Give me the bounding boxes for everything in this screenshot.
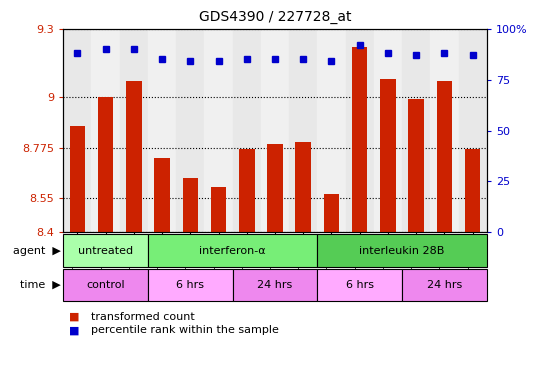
Bar <box>345 29 374 232</box>
Bar <box>289 29 317 232</box>
Bar <box>91 29 120 232</box>
Text: ■: ■ <box>69 312 79 322</box>
Bar <box>126 81 141 232</box>
Bar <box>317 234 487 267</box>
Bar <box>465 149 480 232</box>
Bar <box>402 29 430 232</box>
Bar <box>148 269 233 301</box>
Text: percentile rank within the sample: percentile rank within the sample <box>91 325 279 335</box>
Bar <box>63 234 148 267</box>
Bar <box>148 29 176 232</box>
Text: control: control <box>86 280 125 290</box>
Bar <box>380 79 395 232</box>
Bar <box>63 269 148 301</box>
Bar <box>409 99 424 232</box>
Text: time  ▶: time ▶ <box>20 280 60 290</box>
Bar <box>233 29 261 232</box>
Bar <box>233 269 317 301</box>
Bar <box>402 269 487 301</box>
Bar <box>261 29 289 232</box>
Bar <box>459 29 487 232</box>
Bar <box>155 158 170 232</box>
Bar <box>176 29 205 232</box>
Bar <box>295 142 311 232</box>
Bar <box>317 29 345 232</box>
Bar <box>98 97 113 232</box>
Bar <box>148 234 317 267</box>
Bar <box>70 126 85 232</box>
Text: untreated: untreated <box>78 245 133 256</box>
Text: interferon-α: interferon-α <box>199 245 266 256</box>
Text: agent  ▶: agent ▶ <box>13 245 60 256</box>
Bar <box>205 29 233 232</box>
Text: 6 hrs: 6 hrs <box>346 280 373 290</box>
Bar <box>374 29 402 232</box>
Bar <box>430 29 459 232</box>
Bar <box>317 269 402 301</box>
Bar <box>324 194 339 232</box>
Bar <box>267 144 283 232</box>
Bar <box>183 178 198 232</box>
Text: 24 hrs: 24 hrs <box>257 280 293 290</box>
Bar <box>437 81 452 232</box>
Bar <box>352 47 367 232</box>
Text: interleukin 28B: interleukin 28B <box>359 245 445 256</box>
Bar <box>239 149 255 232</box>
Bar <box>211 187 226 232</box>
Bar <box>120 29 148 232</box>
Bar <box>63 29 91 232</box>
Text: ■: ■ <box>69 325 79 335</box>
Text: GDS4390 / 227728_at: GDS4390 / 227728_at <box>199 10 351 23</box>
Text: transformed count: transformed count <box>91 312 195 322</box>
Text: 6 hrs: 6 hrs <box>177 280 204 290</box>
Text: 24 hrs: 24 hrs <box>427 280 462 290</box>
